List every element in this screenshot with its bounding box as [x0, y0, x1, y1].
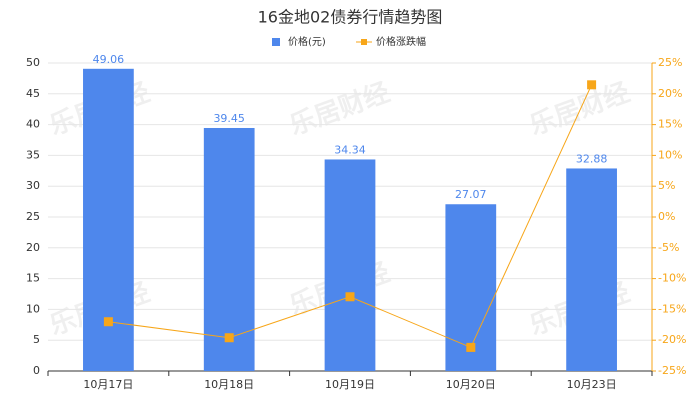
y-tick-label: 35 [26, 148, 40, 161]
legend-swatch [361, 39, 367, 45]
marker [224, 333, 234, 343]
marker [466, 342, 476, 352]
y2-tick-label: -15% [658, 302, 686, 315]
x-tick-label: 10月17日 [83, 378, 133, 391]
x-tick-label: 10月23日 [567, 378, 617, 391]
x-tick-label: 10月20日 [446, 378, 496, 391]
legend-swatch [272, 38, 280, 46]
y-tick-label: 30 [26, 179, 40, 192]
y-tick-label: 15 [26, 272, 40, 285]
watermark: 乐居财经 [285, 77, 393, 142]
watermark: 乐居财经 [525, 77, 633, 142]
bar [566, 168, 617, 371]
y-tick-label: 20 [26, 241, 40, 254]
y2-tick-label: 15% [658, 118, 682, 131]
legend-label: 价格(元) [288, 35, 326, 48]
legend-label: 价格涨跌幅 [376, 35, 426, 48]
marker [587, 80, 597, 90]
y-tick-label: 50 [26, 56, 40, 69]
marker [345, 292, 355, 302]
x-tick-label: 10月18日 [204, 378, 254, 391]
marker [103, 317, 113, 327]
y-tick-label: 10 [26, 302, 40, 315]
value-label: 39.45 [213, 112, 245, 125]
y2-tick-label: -20% [658, 333, 686, 346]
y2-tick-label: -25% [658, 364, 686, 377]
y2-tick-label: 0% [658, 210, 675, 223]
bar [203, 127, 255, 371]
value-label: 32.88 [576, 152, 608, 165]
y2-tick-label: -5% [658, 241, 679, 254]
value-label: 27.07 [455, 188, 487, 201]
x-tick-label: 10月19日 [325, 378, 375, 391]
y-tick-label: 40 [26, 118, 40, 131]
y2-tick-label: 20% [658, 87, 682, 100]
y-tick-label: 0 [33, 364, 40, 377]
y-tick-label: 5 [33, 333, 40, 346]
bar [324, 159, 376, 371]
value-label: 34.34 [334, 143, 366, 156]
value-label: 49.06 [93, 53, 125, 66]
y-tick-label: 25 [26, 210, 40, 223]
y2-tick-label: 5% [658, 179, 675, 192]
y2-tick-label: 10% [658, 148, 682, 161]
y2-tick-label: 25% [658, 56, 682, 69]
y2-tick-label: -10% [658, 272, 686, 285]
chart-title: 16金地02债券行情趋势图 [258, 8, 443, 27]
y-tick-label: 45 [26, 87, 40, 100]
